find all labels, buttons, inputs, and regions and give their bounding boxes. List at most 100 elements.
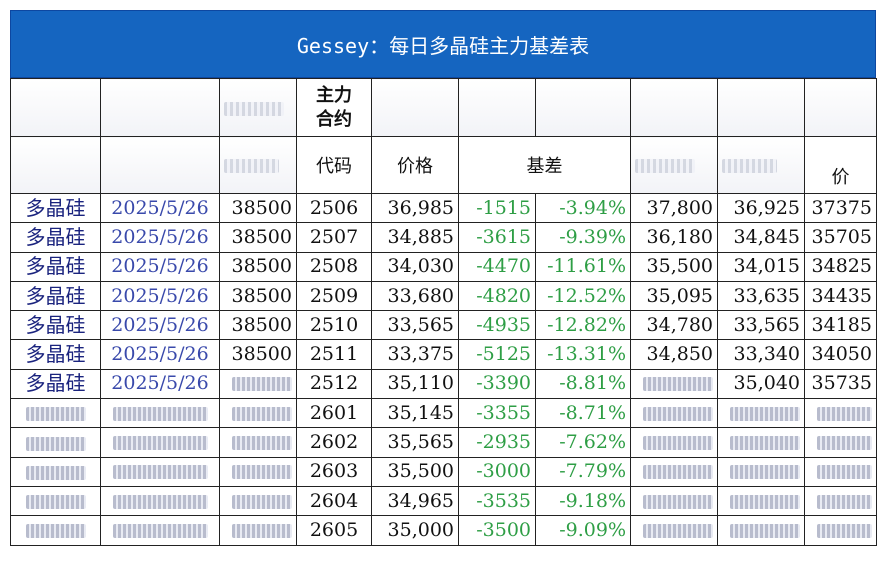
cell-price: 35,000	[371, 515, 459, 546]
cell-last	[804, 456, 877, 487]
redacted-value	[232, 436, 292, 451]
redacted-value	[232, 465, 292, 480]
cell-date	[100, 485, 220, 517]
cell-product: 多晶硅	[10, 310, 101, 341]
cell-low: 33,340	[717, 339, 805, 370]
cell-basis-pct: -12.52%	[535, 280, 631, 312]
table-row: 2605 35,000 -3500 -9.09%	[10, 515, 877, 546]
cell-basis-pct: -7.62%	[535, 427, 631, 458]
cell-price: 35,110	[371, 368, 459, 400]
redacted-value	[25, 495, 86, 510]
cell-low	[717, 456, 805, 487]
redacted-value	[112, 465, 208, 480]
cell-code: 2506	[296, 192, 372, 224]
cell-basis-pct: -11.61%	[535, 251, 631, 282]
cell-product: 多晶硅	[10, 192, 101, 224]
header-last-price: 价	[804, 136, 877, 194]
cell-last: 34825	[804, 251, 877, 282]
cell-product: 多晶硅	[10, 368, 101, 400]
table-row: 多晶硅 2025/5/26 38500 2511 33,375 -5125 -13.31% 3…	[10, 339, 877, 370]
cell-last	[804, 515, 877, 546]
header-blank	[630, 78, 718, 137]
cell-high: 35,095	[630, 280, 718, 312]
cell-high	[630, 515, 718, 546]
cell-low: 36,925	[717, 192, 805, 224]
cell-spot: 38500	[219, 280, 297, 312]
cell-price: 35,500	[371, 456, 459, 487]
cell-last: 34050	[804, 339, 877, 370]
cell-date: 2025/5/26	[100, 310, 220, 341]
table-row: 多晶硅 2025/5/26 38500 2507 34,885 -3615 -9.39% 36…	[10, 222, 877, 253]
redacted-value	[730, 494, 800, 509]
cell-basis-pct: -9.09%	[535, 515, 631, 546]
redacted-value	[232, 406, 292, 421]
cell-price: 33,375	[371, 339, 459, 370]
cell-basis: -3535	[458, 485, 536, 517]
table-row: 多晶硅 2025/5/26 38500 2509 33,680 -4820 -12.52% 3…	[10, 280, 877, 312]
cell-price: 34,965	[371, 485, 459, 517]
cell-date	[100, 515, 220, 546]
header-basis: 基差	[458, 136, 631, 194]
header-blank	[535, 78, 631, 137]
cell-product	[10, 398, 101, 429]
cell-product: 多晶硅	[10, 339, 101, 370]
cell-last	[804, 485, 877, 517]
cell-price: 34,030	[371, 251, 459, 282]
cell-spot	[219, 515, 297, 546]
redacted-value	[817, 494, 872, 509]
cell-spot: 38500	[219, 339, 297, 370]
header-blank	[10, 136, 101, 194]
cell-date: 2025/5/26	[100, 280, 220, 312]
cell-basis: -4470	[458, 251, 536, 282]
cell-spot	[219, 368, 297, 400]
cell-product	[10, 427, 101, 458]
cell-last: 35705	[804, 222, 877, 253]
cell-high: 34,850	[630, 339, 718, 370]
cell-date	[100, 398, 220, 429]
cell-spot	[219, 427, 297, 458]
cell-basis: -4935	[458, 310, 536, 341]
table-row: 多晶硅 2025/5/26 38500 2510 33,565 -4935 -12.82% 3…	[10, 310, 877, 341]
header-blank	[717, 136, 805, 194]
cell-low	[717, 427, 805, 458]
cell-spot: 38500	[219, 310, 297, 341]
cell-price: 35,145	[371, 398, 459, 429]
cell-price: 36,985	[371, 192, 459, 224]
cell-date: 2025/5/26	[100, 222, 220, 253]
redacted-value	[643, 436, 713, 451]
cell-code: 2604	[296, 485, 372, 517]
cell-low: 33,635	[717, 280, 805, 312]
header-blank	[219, 136, 297, 194]
cell-spot: 38500	[219, 222, 297, 253]
cell-low: 34,015	[717, 251, 805, 282]
cell-product	[10, 456, 101, 487]
redacted-value	[232, 523, 292, 538]
cell-product: 多晶硅	[10, 222, 101, 253]
cell-code: 2510	[296, 310, 372, 341]
cell-spot	[219, 456, 297, 487]
cell-low	[717, 485, 805, 517]
cell-code: 2508	[296, 251, 372, 282]
cell-basis: -3500	[458, 515, 536, 546]
header-blank	[10, 78, 101, 137]
cell-spot	[219, 398, 297, 429]
cell-date	[100, 456, 220, 487]
cell-basis: -3000	[458, 456, 536, 487]
cell-basis-pct: -13.31%	[535, 339, 631, 370]
cell-spot: 38500	[219, 192, 297, 224]
redacted-value	[112, 494, 208, 509]
cell-basis-pct: -9.39%	[535, 222, 631, 253]
table-row: 2601 35,145 -3355 -8.71%	[10, 398, 877, 429]
cell-date	[100, 427, 220, 458]
cell-basis: -3615	[458, 222, 536, 253]
redacted-value	[232, 494, 292, 509]
redacted-value	[112, 436, 208, 451]
table-row: 2604 34,965 -3535 -9.18%	[10, 485, 877, 517]
cell-code: 2512	[296, 368, 372, 400]
cell-high: 36,180	[630, 222, 718, 253]
cell-basis: -5125	[458, 339, 536, 370]
header-blank	[458, 78, 536, 137]
cell-code: 2509	[296, 280, 372, 312]
cell-date: 2025/5/26	[100, 251, 220, 282]
redacted-value	[25, 407, 86, 422]
